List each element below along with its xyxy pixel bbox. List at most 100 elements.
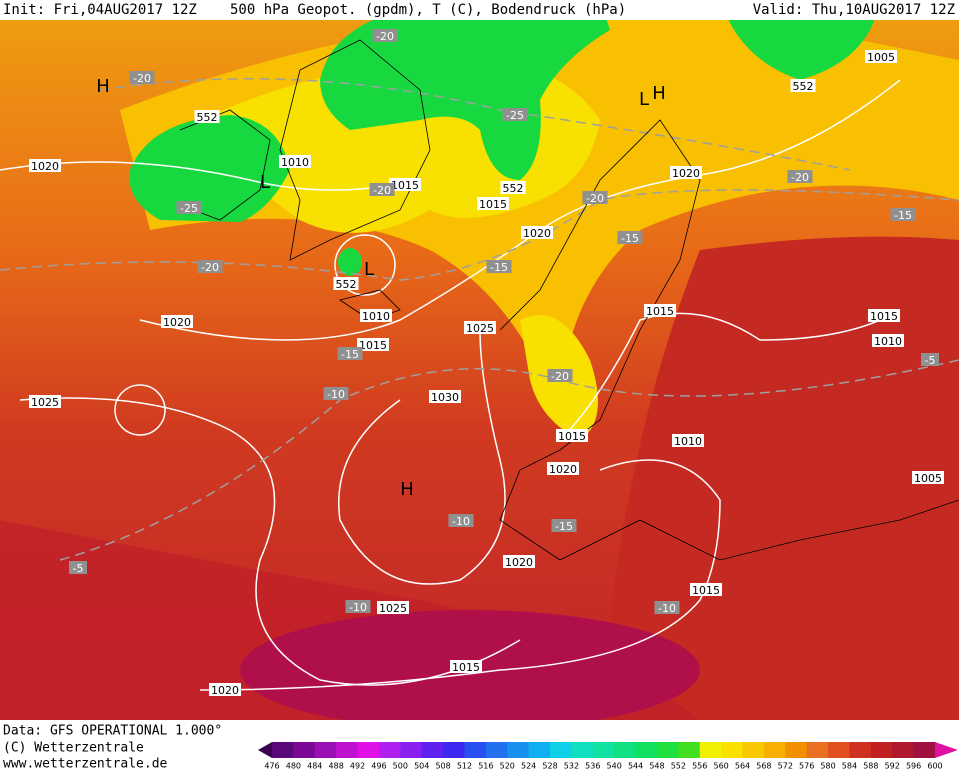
temperature-label: -25	[506, 109, 524, 122]
pressure-label-box	[503, 555, 535, 568]
colorbar-tick-label: 512	[457, 762, 472, 771]
pressure-label: 1015	[558, 430, 586, 443]
pressure-label-box	[477, 197, 509, 210]
pressure-center: H	[652, 83, 666, 104]
pressure-label: 1015	[646, 305, 674, 318]
temperature-label-box	[502, 108, 528, 121]
colorbar-cell	[785, 742, 808, 758]
colorbar-tick-label: 488	[329, 762, 344, 771]
height-label: 552	[503, 182, 524, 195]
temperature-label: -20	[376, 30, 394, 43]
pressure-label-box	[865, 50, 897, 63]
pressure-label-box	[872, 334, 904, 347]
pressure-label: 1020	[505, 556, 533, 569]
temperature-label-box	[345, 600, 371, 613]
temperature-label: -15	[555, 520, 573, 533]
colorbar-tick-label: 572	[778, 762, 793, 771]
colorbar-cell	[421, 742, 444, 758]
colorbar-cell	[828, 742, 850, 758]
pressure-label: 1015	[870, 310, 898, 323]
pressure-label-box	[429, 390, 461, 403]
pressure-label: 1020	[672, 167, 700, 180]
colorbar-cell	[357, 742, 380, 758]
colorbar-tick-label: 564	[735, 762, 750, 771]
colorbar-cell	[635, 742, 658, 758]
colorbar-tick-label: 508	[435, 762, 450, 771]
pressure-label: 1025	[31, 396, 59, 409]
map-background	[0, 0, 959, 730]
colorbar-cell	[443, 742, 465, 758]
isotherms	[0, 78, 959, 561]
pressure-label: 1005	[867, 51, 895, 64]
temperature-label: -20	[586, 192, 604, 205]
pressure-label-box	[209, 683, 241, 696]
colorbar-tick-label: 532	[564, 762, 579, 771]
website: www.wetterzentrale.de	[3, 757, 168, 771]
temperature-label-box	[582, 191, 608, 204]
colorbar-tick-label: 500	[393, 762, 408, 771]
pressure-label-box	[279, 155, 311, 168]
data-source: Data: GFS OPERATIONAL 1.000°	[3, 724, 222, 739]
pressure-label-box	[868, 309, 900, 322]
colorbar-tick-label: 476	[264, 762, 279, 771]
temperature-label-box	[448, 514, 474, 527]
colorbar-tick-label: 576	[799, 762, 814, 771]
colorbar-tick-label: 568	[756, 762, 771, 771]
colorbar-tick-label: 600	[927, 762, 942, 771]
colorbar-tick-label: 516	[478, 762, 493, 771]
temperature-label: -10	[452, 515, 470, 528]
pressure-label: 1010	[874, 335, 902, 348]
colorbar-tick-label: 580	[820, 762, 835, 771]
pressure-label-box	[450, 660, 482, 673]
colorbar-cell	[592, 742, 615, 758]
colorbar-tick-label: 536	[585, 762, 600, 771]
colorbar-cell	[870, 742, 893, 758]
temperature-label: -15	[621, 232, 639, 245]
colorbar-tick-label: 552	[671, 762, 686, 771]
temperature-label-box	[547, 369, 573, 382]
temperature-label-box	[69, 561, 87, 574]
pressure-label: 1020	[549, 463, 577, 476]
colorbar-tick-label: 544	[628, 762, 643, 771]
temperature-label: -10	[658, 602, 676, 615]
isobars	[0, 79, 901, 691]
temperature-label-box	[551, 519, 577, 532]
pressure-label: 1020	[31, 160, 59, 173]
temperature-label-box	[654, 601, 680, 614]
pressure-label-box	[389, 178, 421, 191]
pressure-label-box	[377, 601, 409, 614]
temperature-label: -20	[133, 72, 151, 85]
pressure-label: 1010	[362, 310, 390, 323]
colorbar-cell	[550, 742, 572, 758]
pressure-label: 1025	[466, 322, 494, 335]
height-label: 552	[793, 80, 814, 93]
temperature-label: -15	[490, 261, 508, 274]
temperature-label: -25	[180, 202, 198, 215]
colorbar-tick-label: 560	[713, 762, 728, 771]
colorbar-tick-label: 520	[500, 762, 515, 771]
pressure-label-box	[360, 309, 392, 322]
colorbar-tick-label: 504	[414, 762, 429, 771]
temperature-label: -20	[551, 370, 569, 383]
temperature-label-box	[617, 231, 643, 244]
colorbar-cell	[528, 742, 551, 758]
colorbar-cell	[293, 742, 316, 758]
colorbar-cell	[892, 742, 915, 758]
pressure-label-box	[357, 338, 389, 351]
colorbar-cell	[507, 742, 530, 758]
map-title: 500 hPa Geopot. (gpdm), T (C), Bodendruc…	[230, 2, 626, 18]
temperature-label-box	[486, 260, 512, 273]
pressure-label: 1025	[379, 602, 407, 615]
colorbar-cell	[806, 742, 829, 758]
colorbar-cell	[314, 742, 337, 758]
temperature-label: -5	[925, 354, 936, 367]
temperature-label-box	[890, 208, 916, 221]
temperature-label-box	[129, 71, 155, 84]
height-label: 552	[197, 111, 218, 124]
pressure-label-box	[464, 321, 496, 334]
temperature-label-box	[369, 183, 395, 196]
colorbar-tick-label: 548	[649, 762, 664, 771]
temperature-label-box	[337, 347, 363, 360]
pressure-label-box	[161, 315, 193, 328]
